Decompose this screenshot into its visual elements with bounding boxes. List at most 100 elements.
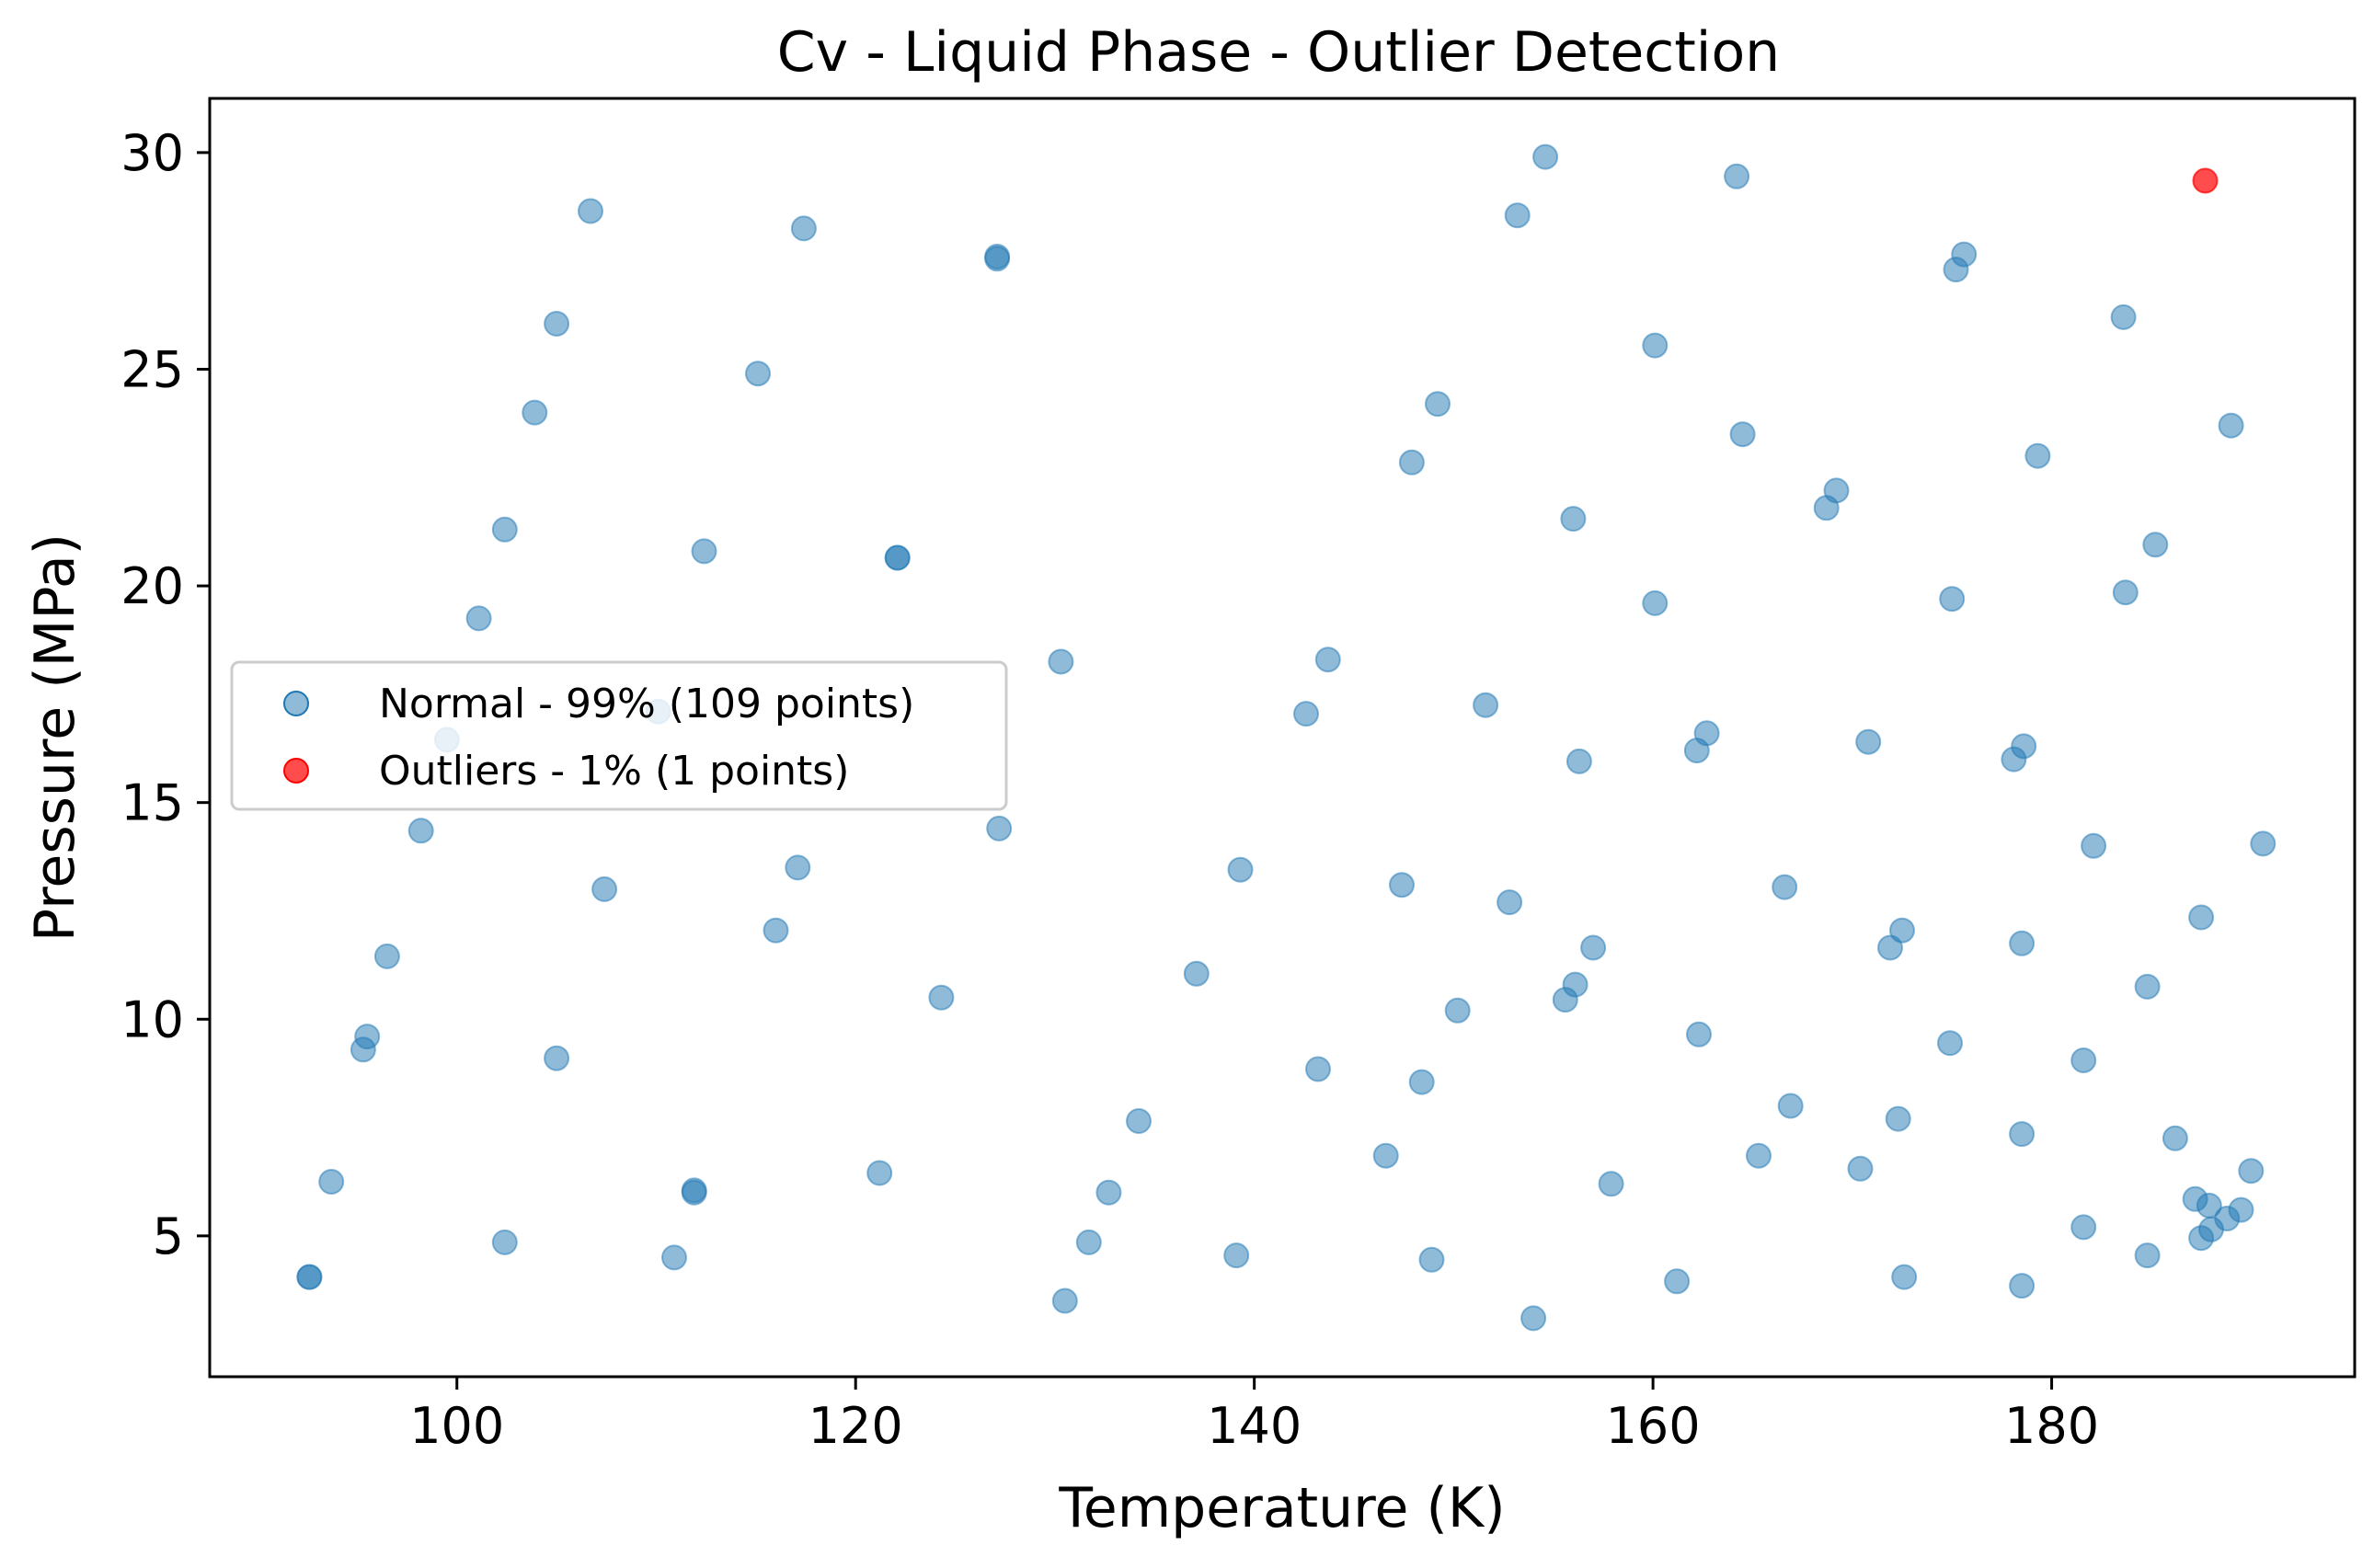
normal-point-77: [1885, 1105, 1911, 1132]
normal-point-90: [2070, 1214, 2097, 1241]
normal-point-83: [1951, 241, 1978, 268]
y-tick-label-4: 25: [120, 340, 184, 398]
normal-point-105: [2218, 412, 2244, 439]
normal-point-50: [1473, 692, 1499, 718]
outlier-point-0: [2192, 167, 2219, 194]
x-tick-label-4: 180: [2004, 1397, 2099, 1455]
normal-point-43: [1372, 1142, 1399, 1169]
y-tick-label-0: 5: [153, 1207, 184, 1265]
normal-point-51: [1497, 889, 1523, 916]
normal-point-32: [1048, 648, 1074, 675]
normal-point-2: [318, 1169, 345, 1195]
normal-point-71: [1777, 1093, 1804, 1119]
normal-point-39: [1227, 856, 1254, 883]
normal-point-38: [1223, 1242, 1250, 1269]
normal-point-54: [1532, 143, 1559, 170]
plot-area-frame: [208, 97, 2357, 1379]
normal-point-23: [785, 854, 811, 881]
normal-point-95: [2134, 973, 2161, 1000]
normal-point-89: [2024, 442, 2051, 469]
normal-point-34: [1075, 1229, 1102, 1255]
normal-point-85: [2009, 930, 2036, 956]
normal-point-69: [1746, 1142, 1772, 1169]
normal-point-86: [2009, 1121, 2036, 1148]
normal-point-66: [1693, 720, 1720, 747]
normal-point-106: [2228, 1196, 2254, 1223]
normal-point-19: [681, 1179, 707, 1206]
normal-point-6: [407, 818, 434, 844]
normal-point-15: [591, 876, 618, 902]
normal-point-70: [1772, 874, 1798, 900]
normal-point-33: [1051, 1288, 1078, 1314]
normal-point-30: [984, 246, 1011, 272]
normal-point-73: [1823, 477, 1850, 504]
normal-point-4: [354, 1024, 381, 1050]
normal-point-107: [2238, 1158, 2265, 1185]
legend-marker-outliers: [283, 758, 309, 784]
normal-point-87: [2009, 1273, 2036, 1299]
normal-point-79: [1891, 1264, 1918, 1290]
normal-point-52: [1504, 202, 1531, 229]
normal-point-41: [1305, 1056, 1331, 1082]
normal-point-35: [1095, 1179, 1122, 1206]
normal-point-97: [2142, 532, 2169, 558]
x-axis-ticks: 100 120 140 160 180: [409, 1377, 2099, 1455]
normal-point-59: [1580, 934, 1607, 961]
legend-label-normal: Normal - 99% (109 points): [379, 681, 914, 727]
normal-point-96: [2134, 1242, 2161, 1269]
normal-point-22: [763, 917, 789, 944]
normal-point-58: [1565, 748, 1592, 774]
normal-point-49: [1444, 997, 1471, 1024]
normal-point-27: [884, 544, 911, 571]
legend-marker-normal: [283, 691, 309, 716]
normal-point-80: [1937, 1030, 1963, 1057]
normal-point-14: [578, 198, 603, 224]
normal-point-98: [2162, 1125, 2188, 1151]
normal-point-8: [465, 605, 492, 632]
normal-point-5: [373, 943, 400, 969]
normal-point-31: [986, 815, 1013, 841]
normal-point-78: [1889, 917, 1915, 944]
normal-point-21: [745, 361, 771, 387]
x-axis-label: Temperature (K): [1058, 1476, 1505, 1540]
normal-point-42: [1314, 647, 1341, 673]
normal-point-74: [1847, 1155, 1874, 1182]
normal-point-28: [928, 984, 955, 1011]
normal-point-13: [544, 1045, 570, 1071]
normal-point-57: [1562, 971, 1588, 998]
legend-label-outliers: Outliers - 1% (1 points): [379, 748, 849, 795]
normal-point-56: [1560, 506, 1587, 532]
normal-point-9: [491, 516, 518, 543]
normal-point-12: [544, 311, 570, 337]
y-tick-label-1: 10: [120, 990, 184, 1048]
normal-point-91: [2070, 1047, 2097, 1073]
normal-point-108: [2250, 830, 2277, 857]
x-tick-label-2: 140: [1207, 1397, 1302, 1455]
y-axis-ticks: 5 10 15 20 25 30: [120, 124, 210, 1265]
x-tick-label-3: 160: [1606, 1397, 1701, 1455]
y-tick-label-2: 15: [120, 774, 184, 832]
normal-point-100: [2188, 904, 2215, 931]
normal-point-67: [1724, 163, 1750, 189]
normal-point-75: [1855, 728, 1882, 755]
normal-point-48: [1425, 391, 1451, 418]
normal-point-37: [1183, 960, 1210, 987]
legend-box: [230, 660, 1008, 811]
normal-point-68: [1729, 421, 1756, 448]
y-axis-label: Pressure (MPa): [23, 533, 87, 942]
normal-point-40: [1293, 701, 1319, 727]
normal-point-44: [1389, 872, 1415, 898]
normal-point-17: [661, 1244, 687, 1271]
x-tick-label-0: 100: [409, 1397, 504, 1455]
series-0-points: [296, 143, 2277, 1332]
normal-point-94: [2112, 579, 2139, 606]
normal-point-46: [1408, 1069, 1435, 1095]
series-1-points: [2192, 167, 2219, 194]
normal-point-92: [2081, 832, 2107, 859]
normal-point-53: [1520, 1305, 1547, 1332]
y-tick-label-5: 30: [120, 124, 184, 182]
x-tick-label-1: 120: [809, 1397, 903, 1455]
normal-point-61: [1642, 332, 1669, 359]
